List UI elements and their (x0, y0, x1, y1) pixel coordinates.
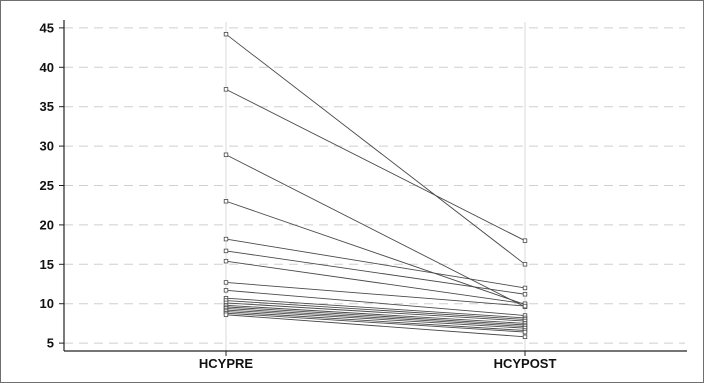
series-line-13 (225, 306, 526, 326)
series-5 (223, 248, 528, 297)
series-line-4 (225, 238, 526, 289)
series-line-2 (225, 154, 526, 308)
series-line-16 (225, 311, 526, 331)
data-point-4-0 (223, 236, 229, 242)
data-point-7-1 (522, 303, 528, 309)
data-point-18-1 (522, 334, 528, 340)
series-line-5 (225, 250, 526, 295)
series-line-18 (225, 314, 526, 338)
series-4 (223, 236, 528, 291)
data-point-18-0 (223, 312, 229, 317)
series-line-8 (225, 289, 526, 316)
data-point-0-0 (223, 31, 229, 37)
series-line-3 (225, 200, 526, 305)
series-lines (223, 31, 528, 340)
series-line-12 (225, 304, 526, 324)
x-axis-categories: HCYPRE HCYPOST (199, 351, 557, 371)
series-18 (223, 312, 528, 340)
series-line-11 (225, 302, 526, 322)
data-point-3-0 (223, 199, 229, 204)
series-3 (223, 199, 528, 307)
series-line-0 (225, 33, 526, 265)
series-line-15 (225, 309, 526, 329)
series-line-7 (225, 281, 526, 307)
grid-lines (64, 22, 685, 351)
y-tick-label-2: 15 (40, 257, 54, 272)
data-point-5-0 (223, 248, 229, 254)
y-tick-label-6: 35 (40, 99, 54, 114)
data-point-0-1 (522, 262, 528, 267)
series-line-10 (225, 300, 526, 320)
data-point-6-0 (223, 258, 229, 264)
series-line-17 (225, 312, 526, 333)
data-point-17-1 (522, 329, 528, 335)
data-point-1-0 (223, 87, 229, 92)
y-tick-label-8: 45 (40, 20, 54, 35)
data-point-4-1 (522, 285, 528, 291)
data-point-2-0 (223, 152, 229, 157)
y-tick-label-5: 30 (40, 139, 54, 154)
series-6 (223, 258, 528, 306)
y-tick-label-7: 40 (40, 60, 54, 75)
series-line-14 (225, 307, 526, 328)
y-tick-label-0: 5 (47, 336, 54, 351)
y-tick-label-1: 10 (40, 296, 54, 311)
data-point-7-0 (223, 280, 229, 285)
y-axis-ticks: 5 10 15 20 25 30 35 40 45 (40, 20, 64, 351)
data-point-1-1 (522, 238, 528, 243)
y-tick-label-4: 25 (40, 178, 54, 193)
series-line-9 (225, 297, 526, 319)
x-category-label-1: HCYPOST (494, 356, 557, 371)
data-point-5-1 (522, 292, 528, 297)
data-point-8-0 (223, 288, 229, 293)
series-8 (223, 288, 528, 318)
y-tick-label-3: 20 (40, 217, 54, 232)
series-1 (223, 87, 528, 243)
series-line-1 (225, 88, 526, 242)
series-line-6 (225, 260, 526, 305)
series-0 (223, 31, 528, 267)
series-7 (223, 280, 528, 309)
x-category-label-0: HCYPRE (199, 356, 254, 371)
